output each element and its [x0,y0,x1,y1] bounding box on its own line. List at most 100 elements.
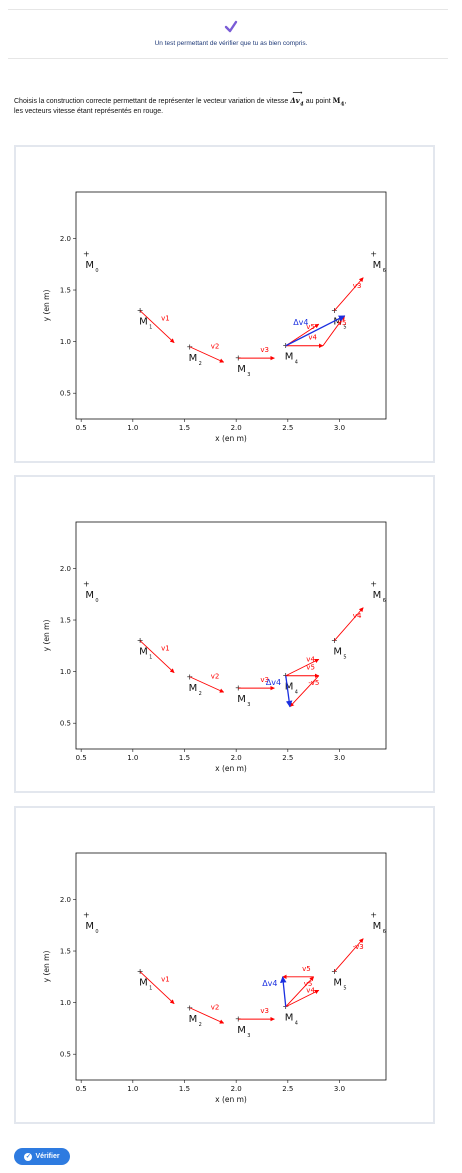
x-tick-label: 1.0 [127,754,138,762]
velocity-label: v5 [306,664,315,672]
point-label-M5: M [333,647,342,658]
velocity-arrow [285,658,320,677]
point-subscript: 4 [295,360,298,366]
point-label-M2: M [189,353,198,364]
velocity-label: v4 [306,655,315,663]
question-text: Choisis la construction correcte permett… [14,89,454,116]
point-letter: M [332,96,341,105]
point-marker: + [83,579,90,588]
point-subscript: 2 [199,1022,202,1028]
delta-v-label: Δv4 [262,979,277,988]
verify-label: Vérifier [35,1153,60,1160]
x-tick-label: 3.0 [334,424,345,432]
top-divider [8,9,448,10]
point-label-M3: M [237,1025,246,1036]
velocity-arrow [139,310,175,343]
delta-v-vector: ⟶ Δv4 [290,89,304,108]
velocity-label: v3 [260,1007,269,1015]
velocity-arrow [285,323,320,347]
point-subscript: 2 [199,361,202,367]
point-marker: + [83,249,90,258]
velocity-label: v1 [161,645,170,653]
option-2-chart: 0.5 1.0 1.5 2.0 2.5 3.0 0.5 1.0 1.5 2.0 x (en m) y … [42,521,387,773]
x-tick-label: 1.5 [179,1085,190,1093]
point-label-M5: M [333,317,342,328]
point-marker: + [186,342,193,351]
point-subscript: 4 [295,690,298,696]
y-tick-label: 0.5 [60,720,71,728]
x-axis-label: x (en m) [215,764,247,773]
y-tick-label: 1.0 [60,999,71,1007]
verify-button[interactable]: ✓ Vérifier [14,1148,70,1165]
point-marker: + [83,910,90,919]
delta-v-arrow [285,315,346,347]
answer-option-2[interactable]: 0.5 1.0 1.5 2.0 2.5 3.0 0.5 1.0 1.5 2.0 x (en m) y … [14,475,435,793]
point-label-M2: M [189,1014,198,1025]
x-tick-label: 1.0 [127,1085,138,1093]
y-tick-label: 0.5 [60,390,71,398]
x-tick-label: 2.5 [282,754,293,762]
x-axis-label: x (en m) [215,434,247,443]
point-label-M1: M [139,978,148,989]
y-axis-label: y (en m) [42,620,51,652]
x-tick-label: 0.5 [76,1085,87,1093]
answer-option-3[interactable]: 0.5 1.0 1.5 2.0 2.5 3.0 0.5 1.0 1.5 2.0 x (en m) y … [14,806,435,1124]
velocity-label: -v5 [308,679,319,687]
delta-v-arrow [280,976,287,1007]
delta-v-arrow [285,675,293,708]
point-marker: + [370,910,377,919]
subtitle: Un test permettant de vérifier que tu as… [154,40,308,47]
point-subscript: 5 [343,655,346,661]
delta-v-label: Δv4 [266,678,281,687]
velocity-label: v3 [260,346,269,354]
velocity-label: v5 [306,323,315,331]
velocity-label: -v3 [353,943,364,951]
section-divider [8,58,448,59]
vector-arrow-icon: ⟶ [292,88,303,97]
point-marker: + [186,672,193,681]
point-subscript: 0 [95,929,98,935]
point-index: 4 [340,101,345,108]
point-subscript: 3 [247,702,250,708]
velocity-label: v4 [306,986,315,994]
point-marker: + [137,636,144,645]
y-axis-label: y (en m) [42,290,51,322]
point-subscript: 1 [149,325,152,331]
velocity-label: v2 [211,673,220,681]
plot-frame [75,521,387,750]
point-marker: + [370,249,377,258]
point-label-M0: M [85,921,94,932]
x-tick-label: 2.0 [231,1085,242,1093]
y-tick-label: 1.5 [60,287,71,295]
velocity-label: v5 [304,980,313,988]
point-subscript: 2 [199,691,202,697]
question-part-3: , [344,98,347,105]
x-axis-label: x (en m) [215,1095,247,1104]
velocity-arrow [189,346,225,363]
answer-option-1[interactable]: 0.5 1.0 1.5 2.0 2.5 3.0 0.5 1.0 1.5 2.0 x (en m) y … [14,145,435,463]
plot-frame [75,852,387,1081]
question-line-2: les vecteurs vitesse étant représentés e… [14,108,164,116]
x-tick-label: 2.0 [231,424,242,432]
point-subscript: 3 [247,372,250,378]
delta-v-symbol: Δv [290,96,300,105]
x-tick-label: 1.5 [179,754,190,762]
velocity-arrow [139,640,175,673]
velocity-label: v1 [161,976,170,984]
x-tick-label: 1.0 [127,424,138,432]
velocity-arrow [189,676,225,693]
point-subscript: 4 [295,1021,298,1027]
point-subscript: 0 [95,268,98,274]
check-circle-icon: ✓ [24,1152,33,1161]
point-label-M3: M [237,694,246,705]
x-tick-label: 0.5 [76,754,87,762]
velocity-label: v2 [211,343,220,351]
question-part-1: Choisis la construction correcte permett… [14,98,291,105]
velocity-arrow [285,989,320,1008]
x-tick-label: 1.5 [179,424,190,432]
point-subscript: 6 [383,598,386,604]
y-tick-label: 1.5 [60,617,71,625]
point-label-M0: M [85,260,94,271]
point-subscript: 3 [247,1033,250,1039]
point-label-M4: M [285,682,294,693]
